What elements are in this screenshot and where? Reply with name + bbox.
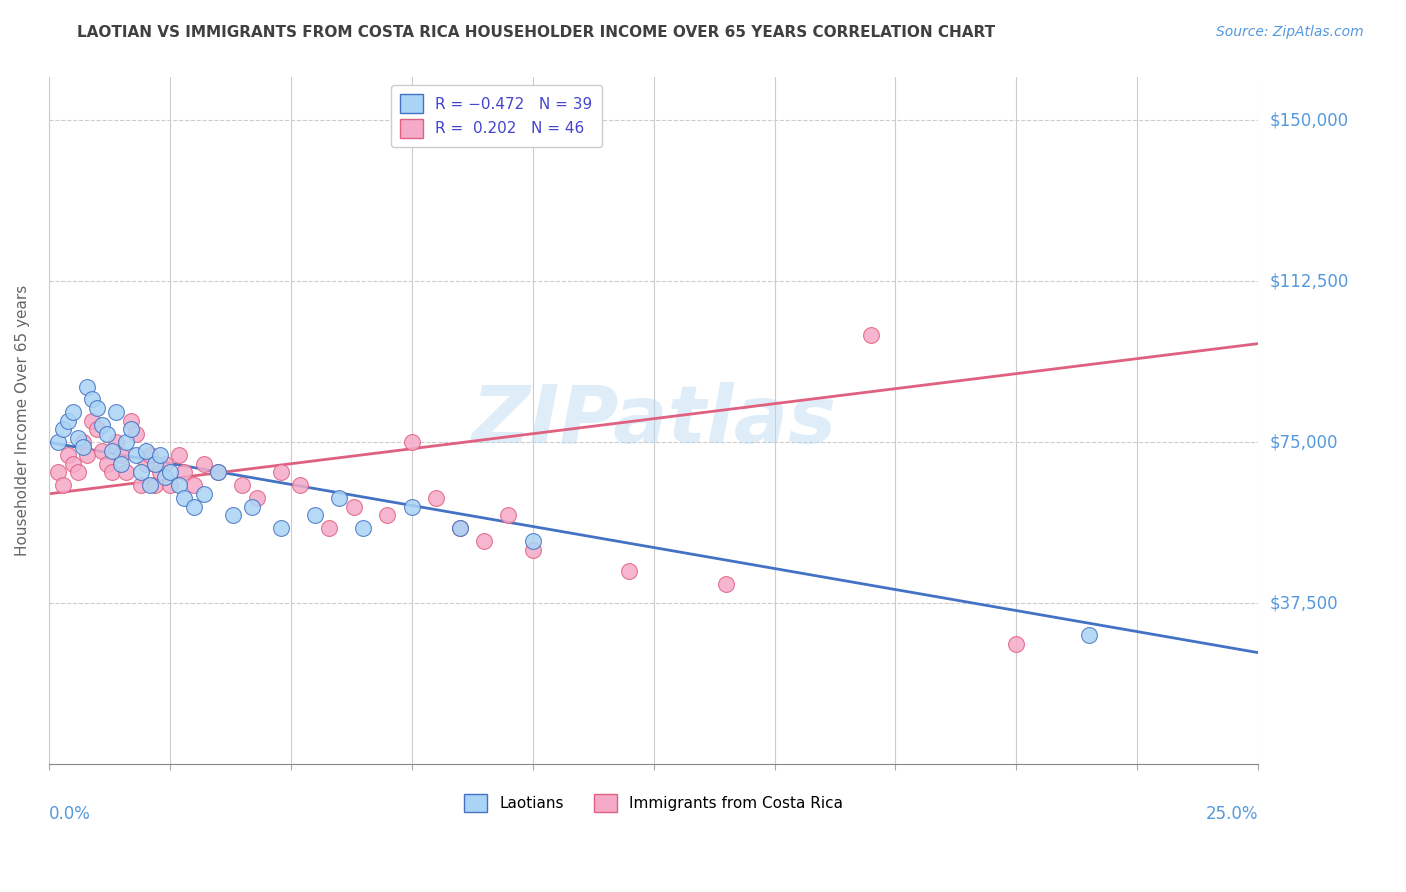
Point bbox=[52, 422, 75, 436]
Point bbox=[1005, 637, 1028, 651]
Point bbox=[129, 478, 152, 492]
Point bbox=[860, 328, 883, 343]
Point bbox=[472, 534, 495, 549]
Point bbox=[48, 466, 70, 480]
Point bbox=[56, 414, 79, 428]
Text: $37,500: $37,500 bbox=[1270, 594, 1339, 612]
Point bbox=[62, 405, 84, 419]
Point bbox=[619, 564, 641, 578]
Point bbox=[173, 466, 195, 480]
Point bbox=[714, 577, 737, 591]
Point bbox=[449, 521, 471, 535]
Point bbox=[48, 435, 70, 450]
Point bbox=[169, 448, 191, 462]
Point bbox=[149, 448, 172, 462]
Point bbox=[86, 422, 108, 436]
Text: ZIPatlas: ZIPatlas bbox=[471, 382, 837, 460]
Point bbox=[96, 426, 118, 441]
Point bbox=[1078, 628, 1101, 642]
Point bbox=[139, 448, 162, 462]
Point bbox=[193, 487, 215, 501]
Point bbox=[207, 466, 229, 480]
Point bbox=[72, 435, 94, 450]
Point bbox=[401, 435, 423, 450]
Y-axis label: Householder Income Over 65 years: Householder Income Over 65 years bbox=[15, 285, 30, 557]
Point bbox=[76, 379, 98, 393]
Point bbox=[401, 500, 423, 514]
Point bbox=[159, 466, 181, 480]
Point bbox=[82, 392, 104, 407]
Point bbox=[290, 478, 312, 492]
Point bbox=[183, 478, 205, 492]
Point bbox=[149, 466, 172, 480]
Point bbox=[153, 457, 176, 471]
Point bbox=[120, 414, 142, 428]
Point bbox=[134, 443, 156, 458]
Text: Source: ZipAtlas.com: Source: ZipAtlas.com bbox=[1216, 25, 1364, 39]
Point bbox=[169, 478, 191, 492]
Point bbox=[125, 448, 148, 462]
Point bbox=[449, 521, 471, 535]
Point bbox=[318, 521, 340, 535]
Point bbox=[183, 500, 205, 514]
Point bbox=[522, 534, 544, 549]
Point bbox=[231, 478, 253, 492]
Point bbox=[105, 405, 128, 419]
Point bbox=[110, 457, 132, 471]
Point bbox=[62, 457, 84, 471]
Point bbox=[352, 521, 374, 535]
Point bbox=[173, 491, 195, 505]
Point bbox=[91, 418, 114, 433]
Point bbox=[139, 478, 162, 492]
Point bbox=[115, 435, 138, 450]
Text: $75,000: $75,000 bbox=[1270, 434, 1339, 451]
Text: 0.0%: 0.0% bbox=[49, 805, 90, 823]
Point bbox=[76, 448, 98, 462]
Point bbox=[246, 491, 269, 505]
Text: 25.0%: 25.0% bbox=[1206, 805, 1258, 823]
Point bbox=[153, 469, 176, 483]
Point bbox=[193, 457, 215, 471]
Point bbox=[328, 491, 350, 505]
Point bbox=[143, 478, 166, 492]
Point bbox=[221, 508, 243, 523]
Point bbox=[207, 466, 229, 480]
Point bbox=[125, 426, 148, 441]
Point bbox=[143, 457, 166, 471]
Point bbox=[82, 414, 104, 428]
Point bbox=[120, 422, 142, 436]
Point bbox=[66, 431, 89, 445]
Point bbox=[498, 508, 520, 523]
Point bbox=[270, 466, 292, 480]
Point bbox=[377, 508, 399, 523]
Text: LAOTIAN VS IMMIGRANTS FROM COSTA RICA HOUSEHOLDER INCOME OVER 65 YEARS CORRELATI: LAOTIAN VS IMMIGRANTS FROM COSTA RICA HO… bbox=[77, 25, 995, 40]
Point bbox=[66, 466, 89, 480]
Legend: Laotians, Immigrants from Costa Rica: Laotians, Immigrants from Costa Rica bbox=[458, 788, 849, 819]
Point bbox=[56, 448, 79, 462]
Point bbox=[342, 500, 364, 514]
Point bbox=[100, 466, 122, 480]
Point bbox=[304, 508, 326, 523]
Point bbox=[129, 466, 152, 480]
Text: $150,000: $150,000 bbox=[1270, 112, 1348, 129]
Point bbox=[72, 440, 94, 454]
Point bbox=[134, 457, 156, 471]
Point bbox=[100, 443, 122, 458]
Point bbox=[522, 542, 544, 557]
Point bbox=[270, 521, 292, 535]
Point bbox=[240, 500, 263, 514]
Point bbox=[110, 448, 132, 462]
Point bbox=[96, 457, 118, 471]
Text: $112,500: $112,500 bbox=[1270, 272, 1348, 290]
Point bbox=[105, 435, 128, 450]
Point bbox=[86, 401, 108, 415]
Point bbox=[52, 478, 75, 492]
Point bbox=[159, 478, 181, 492]
Point bbox=[425, 491, 447, 505]
Point bbox=[91, 443, 114, 458]
Point bbox=[115, 466, 138, 480]
